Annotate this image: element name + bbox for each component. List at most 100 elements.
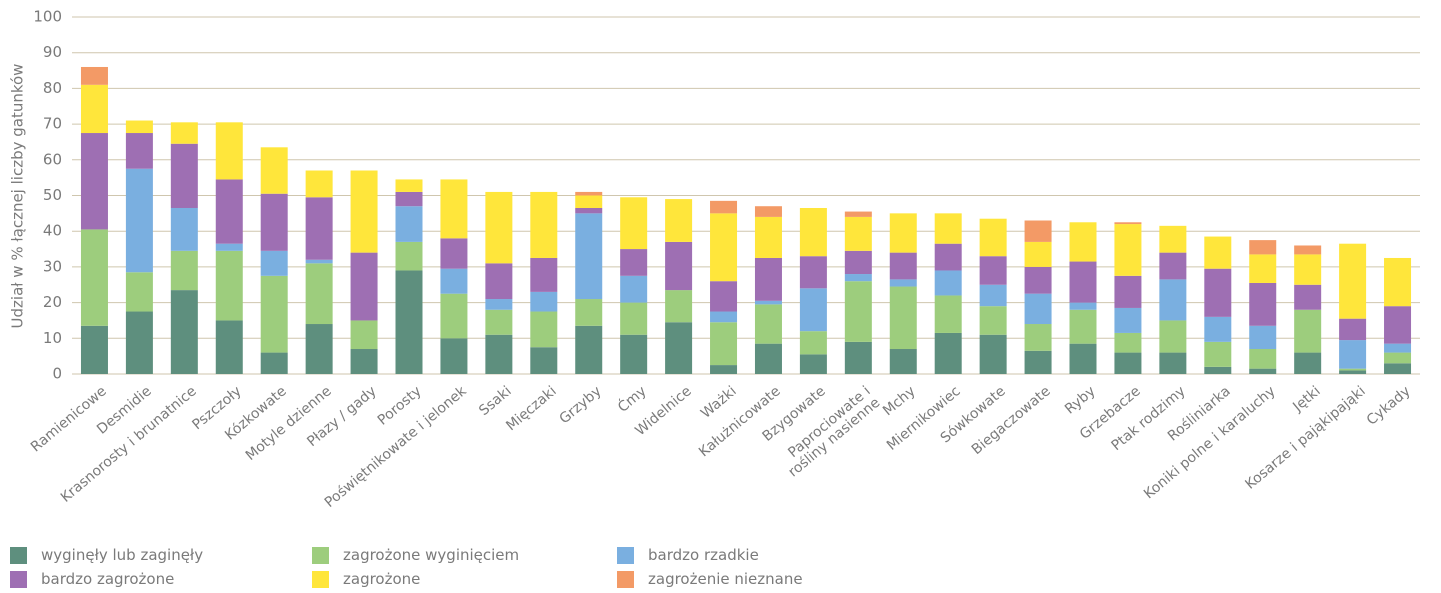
legend-item: wyginęły lub zaginęły bbox=[10, 546, 203, 564]
legend-item: zagrożenie nieznane bbox=[617, 570, 803, 588]
bar-segment bbox=[440, 238, 468, 269]
bar-segment bbox=[485, 309, 513, 335]
y-tick-label: 20 bbox=[43, 293, 62, 311]
bar-segment bbox=[620, 197, 648, 250]
bar-segment bbox=[305, 259, 333, 264]
bar-segment bbox=[1294, 254, 1322, 285]
bar-segment bbox=[1204, 316, 1232, 342]
bar-segment bbox=[1294, 284, 1322, 310]
bar-segment bbox=[1339, 318, 1367, 341]
legend-item: bardzo zagrożone bbox=[10, 570, 174, 588]
bar-segment bbox=[1069, 222, 1097, 262]
bar-segment bbox=[889, 213, 917, 253]
bar-segment bbox=[485, 299, 513, 310]
bar-segment bbox=[350, 170, 378, 253]
y-tick-label: 100 bbox=[33, 8, 62, 26]
legend-label: bardzo zagrożone bbox=[41, 570, 175, 588]
legend-swatch bbox=[312, 546, 329, 564]
bar-segment bbox=[979, 218, 1007, 257]
legend-item: zagrożone wyginięciem bbox=[312, 546, 519, 564]
bar-segment bbox=[260, 147, 288, 194]
bar-segment bbox=[170, 122, 198, 144]
bar-segment bbox=[530, 311, 558, 348]
bar-segment bbox=[710, 281, 738, 312]
bar-segment bbox=[1384, 257, 1412, 307]
bar-segment bbox=[170, 250, 198, 291]
y-tick-label: 60 bbox=[43, 150, 62, 168]
bar-segment bbox=[1294, 245, 1322, 255]
bar-segment bbox=[170, 290, 198, 374]
bar-segment bbox=[1024, 350, 1052, 374]
bar-segment bbox=[395, 191, 423, 207]
bar-segment bbox=[665, 241, 693, 291]
bar-segment bbox=[1339, 243, 1367, 319]
bar-segment bbox=[844, 211, 872, 217]
bar-segment bbox=[799, 354, 827, 374]
bar-segment bbox=[710, 311, 738, 323]
bar-segment bbox=[889, 279, 917, 287]
bar-segment bbox=[1159, 320, 1187, 353]
bar-segment bbox=[305, 170, 333, 198]
bar-segment bbox=[1114, 224, 1142, 276]
legend-swatch bbox=[10, 546, 27, 564]
bar-segment bbox=[889, 349, 917, 374]
y-tick-label: 90 bbox=[43, 43, 62, 61]
bar-segment bbox=[215, 320, 243, 374]
bar-segment bbox=[530, 291, 558, 312]
y-tick-label: 30 bbox=[43, 257, 62, 275]
bar-segment bbox=[530, 191, 558, 258]
bar-segment bbox=[350, 349, 378, 374]
bar-segment bbox=[395, 241, 423, 271]
y-axis-label: Udział w % łącznej liczby gatunków bbox=[9, 64, 27, 329]
bar-segment bbox=[215, 122, 243, 180]
bar-segment bbox=[80, 66, 108, 85]
legend-swatch bbox=[10, 570, 27, 588]
bar-segment bbox=[754, 257, 782, 301]
bar-segment bbox=[1249, 368, 1277, 374]
bar-segment bbox=[125, 133, 153, 169]
bar-segment bbox=[934, 295, 962, 333]
bar-segment bbox=[844, 281, 872, 342]
bar-segment bbox=[665, 290, 693, 323]
legend-item: bardzo rzadkie bbox=[617, 546, 759, 564]
bar-segment bbox=[710, 365, 738, 374]
bar-segment bbox=[80, 133, 108, 230]
bar-segment bbox=[305, 324, 333, 374]
bar-segment bbox=[395, 270, 423, 374]
bar-segment bbox=[1249, 349, 1277, 369]
legend-swatch bbox=[617, 570, 634, 588]
bar-segment bbox=[1384, 352, 1412, 364]
bar-segment bbox=[934, 213, 962, 244]
bar-segment bbox=[575, 325, 603, 374]
bar-segment bbox=[1339, 340, 1367, 369]
bar-segment bbox=[1114, 332, 1142, 353]
y-tick-label: 10 bbox=[43, 329, 62, 347]
bar-segment bbox=[260, 352, 288, 374]
bar-segment bbox=[1249, 282, 1277, 326]
bar-segment bbox=[1159, 279, 1187, 321]
bar-segment bbox=[934, 270, 962, 296]
y-tick-label: 70 bbox=[43, 115, 62, 133]
bar-segment bbox=[1384, 343, 1412, 353]
bar-segment bbox=[305, 197, 333, 260]
bar-segment bbox=[530, 347, 558, 374]
bar-segment bbox=[1159, 352, 1187, 374]
y-tick-label: 40 bbox=[43, 222, 62, 240]
bar-segment bbox=[485, 191, 513, 264]
bar-segment bbox=[125, 311, 153, 374]
bar-segment bbox=[844, 274, 872, 282]
bar-segment bbox=[485, 263, 513, 300]
bar-segment bbox=[844, 341, 872, 374]
bar-segment bbox=[844, 216, 872, 251]
bar-segment bbox=[799, 256, 827, 289]
bar-segment bbox=[620, 302, 648, 335]
bar-segment bbox=[1024, 220, 1052, 242]
bar-segment bbox=[620, 334, 648, 374]
y-tick-label: 50 bbox=[43, 186, 62, 204]
legend-label: wyginęły lub zaginęły bbox=[41, 546, 204, 564]
legend-swatch bbox=[312, 570, 329, 588]
bar-segment bbox=[125, 272, 153, 312]
bar-segment bbox=[1249, 240, 1277, 255]
